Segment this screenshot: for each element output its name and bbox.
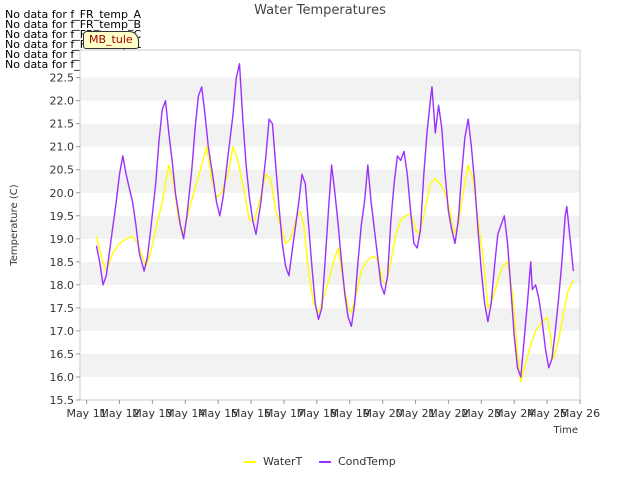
plot-frame	[79, 49, 581, 401]
chart-title: Water Temperatures	[254, 3, 386, 18]
no-data-message: No data for f_FR_temp_B	[5, 18, 142, 31]
grid-band	[80, 307, 580, 331]
legend: WaterT CondTemp	[244, 455, 396, 468]
grid-band	[80, 50, 580, 78]
x-tick-label: May 11	[66, 407, 106, 420]
grid-band	[80, 123, 580, 147]
y-tick-label: 19.5	[50, 210, 75, 223]
y-tick-label: 17.0	[50, 325, 75, 338]
y-tick-label: 21.0	[50, 141, 75, 154]
x-tick-label: May 22	[428, 407, 468, 420]
x-tick-label: May 18	[297, 407, 337, 420]
grid-band	[80, 353, 580, 377]
y-tick-label: 18.0	[50, 279, 75, 292]
grid-band	[80, 77, 580, 101]
grid-band	[80, 192, 580, 216]
x-tick-label: May 12	[99, 407, 139, 420]
y-tick-label: 16.0	[50, 371, 75, 384]
grid-band	[80, 284, 580, 308]
x-tick-label: May 17	[264, 407, 304, 420]
grid-band	[80, 215, 580, 239]
y-tick-label: 21.5	[50, 118, 75, 131]
y-axis-label: Temperature (C)	[9, 184, 20, 266]
x-tick-label: May 14	[165, 407, 205, 420]
x-tick-label: May 25	[527, 407, 567, 420]
x-tick-label: May 16	[231, 407, 271, 420]
x-axis-label: Time	[553, 425, 578, 436]
x-tick-label: May 20	[363, 407, 403, 420]
y-tick-label: 22.5	[50, 72, 75, 85]
y-tick-label: 17.5	[50, 302, 75, 315]
grid-band	[80, 376, 580, 400]
x-tick-label: May 13	[132, 407, 172, 420]
no-data-message: No data for f_FR_temp_A	[5, 8, 141, 21]
x-tick-label: May 19	[330, 407, 370, 420]
y-tick-label: 16.5	[50, 348, 75, 361]
series-line-condtemp	[95, 63, 575, 378]
legend-label: WaterT	[263, 455, 303, 468]
y-tick-label: 19.0	[50, 233, 75, 246]
x-tick-label: May 21	[395, 407, 435, 420]
site-badge: MB_tule	[83, 31, 139, 49]
grid-band	[80, 330, 580, 354]
y-tick-label: 15.5	[50, 394, 75, 407]
grid-band	[80, 146, 580, 170]
x-tick-label: May 15	[198, 407, 238, 420]
y-tick-label: 20.5	[50, 164, 75, 177]
x-tick-label: May 26	[560, 407, 600, 420]
grid-band	[80, 238, 580, 262]
grid-band	[80, 100, 580, 124]
x-tick-label: May 23	[461, 407, 501, 420]
legend-label: CondTemp	[338, 455, 396, 468]
y-tick-label: 18.5	[50, 256, 75, 269]
y-tick-label: 22.0	[50, 95, 75, 108]
x-tick-label: May 24	[494, 407, 534, 420]
y-tick-label: 20.0	[50, 187, 75, 200]
